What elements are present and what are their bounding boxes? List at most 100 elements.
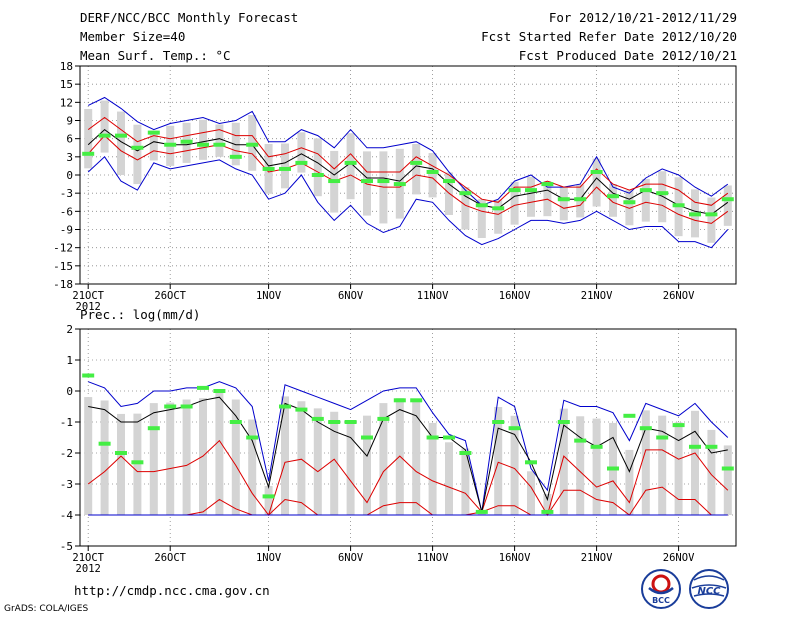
precipitation-observed-marker xyxy=(443,435,455,440)
precipitation-observed-marker xyxy=(672,423,685,428)
temperature-q3-line xyxy=(87,116,729,206)
temperature-observed-marker xyxy=(443,179,455,184)
temperature-range-box xyxy=(510,181,519,225)
member-size: Member Size=40 xyxy=(80,29,186,44)
temperature-observed-marker xyxy=(98,133,111,138)
temperature-observed-marker xyxy=(82,151,95,156)
precipitation-observed-marker xyxy=(164,404,177,409)
temperature-xtick-label: 11NOV xyxy=(417,290,449,302)
temperature-observed-marker xyxy=(607,194,619,199)
ncc-logo: NCC xyxy=(689,569,729,609)
precipitation-ytick-label: 2 xyxy=(66,323,73,336)
precipitation-range-box xyxy=(576,416,585,515)
temperature-range-box xyxy=(117,111,125,175)
temperature-range-box xyxy=(412,143,421,195)
temperature-year-label: 2012 xyxy=(76,301,101,313)
temperature-range-box xyxy=(313,138,322,197)
temperature-xtick-label: 6NOV xyxy=(338,290,364,302)
temperature-observed-marker xyxy=(328,179,341,184)
temperature-observed-marker xyxy=(410,160,423,165)
ncc-logo-text: NCC xyxy=(697,586,721,597)
temperature-range-box xyxy=(707,197,716,243)
fcst-started-date: Fcst Started Refer Date 2012/10/20 xyxy=(481,29,737,44)
precipitation-range-box xyxy=(707,429,716,515)
forecast-period: For 2012/10/21-2012/11/29 xyxy=(548,10,737,25)
precipitation-observed-marker xyxy=(180,404,193,409)
temperature-observed-marker xyxy=(426,169,439,174)
precipitation-observed-marker xyxy=(131,460,144,465)
temperature-q1-line xyxy=(87,134,729,224)
precipitation-range-box xyxy=(133,413,142,515)
precipitation-observed-marker xyxy=(147,426,160,431)
temperature-observed-marker xyxy=(393,182,406,187)
temperature-observed-marker xyxy=(115,133,127,138)
precipitation-xtick-label: 26NOV xyxy=(663,552,695,564)
temperature-observed-marker xyxy=(689,212,701,217)
precipitation-observed-marker xyxy=(607,466,619,471)
temperature-ytick-label: -9 xyxy=(60,224,73,237)
temperature-observed-marker xyxy=(311,173,324,177)
temperature-observed-marker xyxy=(574,197,587,202)
temperature-observed-marker xyxy=(656,191,669,196)
precipitation-range-box xyxy=(592,418,601,515)
precipitation-plot-frame xyxy=(79,328,737,547)
precipitation-range-box xyxy=(559,408,568,515)
precipitation-observed-marker xyxy=(410,398,423,403)
precipitation-range-box xyxy=(641,410,650,515)
fcst-produced-date: Fcst Produced Date 2012/10/21 xyxy=(518,48,737,63)
precipitation-year-label: 2012 xyxy=(76,563,101,575)
precipitation-range-box xyxy=(494,406,503,515)
source-url[interactable]: http://cmdp.ncc.cma.gov.cn xyxy=(74,583,270,598)
precipitation-observed-marker xyxy=(459,451,472,455)
temperature-observed-marker xyxy=(131,145,144,150)
bcc-logo-text: BCC xyxy=(652,596,670,605)
temperature-observed-marker xyxy=(246,142,259,147)
precipitation-observed-marker xyxy=(328,420,341,424)
precipitation-observed-marker xyxy=(639,426,652,431)
temperature-range-box xyxy=(625,190,634,226)
temperature-observed-marker xyxy=(262,166,275,171)
precipitation-observed-marker xyxy=(721,466,734,471)
temperature-ytick-label: 12 xyxy=(60,96,73,109)
precipitation-xtick-label: 11NOV xyxy=(417,552,449,564)
temperature-range-box xyxy=(84,108,93,169)
temperature-ytick-label: 0 xyxy=(66,169,73,182)
precipitation-range-box xyxy=(231,399,240,515)
precipitation-range-box xyxy=(100,400,109,515)
variable-label: Mean Surf. Temp.: °C xyxy=(80,48,231,63)
temperature-observed-marker xyxy=(590,169,603,174)
temperature-observed-marker xyxy=(197,142,209,147)
precipitation-observed-marker xyxy=(115,451,127,455)
temperature-ytick-label: 18 xyxy=(60,60,73,73)
precipitation-upper-line xyxy=(88,381,729,513)
temperature-xtick-label: 26OCT xyxy=(154,290,186,302)
bcc-logo: BCC xyxy=(641,569,681,609)
precipitation-range-box xyxy=(264,486,273,515)
temperature-observed-marker xyxy=(557,197,570,202)
temperature-observed-marker xyxy=(721,197,734,202)
precipitation-panel-title: Prec.: log(mm/d) xyxy=(80,307,200,322)
precipitation-range-box xyxy=(117,413,125,515)
temperature-observed-marker xyxy=(492,206,505,211)
temperature-observed-marker xyxy=(229,154,242,159)
temperature-ytick-label: -6 xyxy=(60,205,73,218)
temperature-range-box xyxy=(609,184,617,217)
precipitation-ytick-label: -4 xyxy=(60,509,74,522)
precipitation-xtick-label: 21OCT xyxy=(72,552,104,564)
temperature-observed-marker xyxy=(361,179,373,184)
precipitation-range-box xyxy=(658,415,667,515)
precipitation-range-box xyxy=(363,415,371,515)
temperature-range-box xyxy=(297,132,306,173)
temperature-range-box xyxy=(363,151,371,216)
precipitation-xtick-label: 6NOV xyxy=(338,552,364,564)
precipitation-observed-marker xyxy=(344,420,357,424)
chart-title: DERF/NCC/BCC Monthly Forecast xyxy=(80,10,299,25)
precipitation-observed-marker xyxy=(705,444,718,449)
precipitation-range-box xyxy=(313,408,322,515)
precipitation-range-box xyxy=(84,397,93,515)
temperature-ytick-label: -18 xyxy=(53,278,73,291)
precipitation-observed-marker xyxy=(475,509,488,514)
temperature-mean-line xyxy=(87,128,729,215)
temperature-observed-marker xyxy=(508,188,521,193)
